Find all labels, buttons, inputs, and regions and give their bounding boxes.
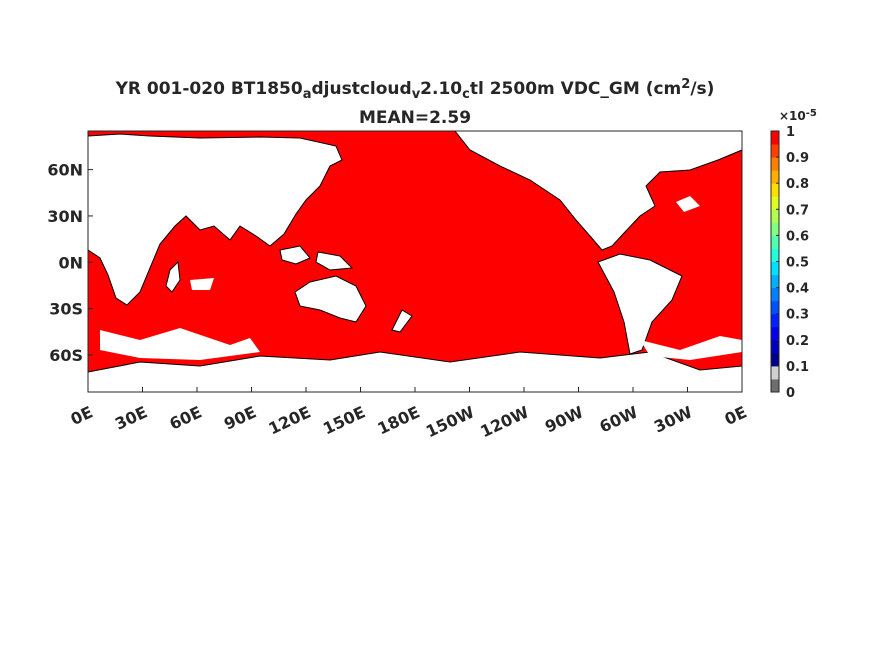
colorbar-bin	[771, 222, 779, 236]
colorbar-tick-label: 0.4	[786, 282, 809, 297]
title-part: 2.10	[420, 79, 462, 99]
colorbar-bin	[771, 248, 779, 262]
colorbar-bin	[771, 131, 779, 145]
x-tick-label: 150E	[320, 402, 368, 438]
title-part: a	[303, 87, 312, 102]
colorbar-bin	[771, 261, 779, 276]
map-layers	[87, 130, 743, 393]
colorbar-bin	[771, 274, 779, 289]
y-tick-label: 60N	[47, 161, 83, 180]
y-tick-label: 60S	[49, 346, 83, 365]
land	[315, 251, 354, 271]
colorbar-bin	[771, 287, 779, 302]
title-part: 2	[681, 77, 690, 92]
land	[87, 133, 343, 306]
title-part: v	[412, 87, 421, 102]
x-tick-label: 0E	[68, 402, 96, 429]
x-tick-label: 120W	[477, 402, 532, 441]
title-part: c	[462, 87, 470, 102]
x-tick-label: 180E	[374, 402, 422, 438]
colorbar-bin	[771, 235, 779, 249]
colorbar-tick-label: 0.7	[786, 203, 809, 218]
x-tick-label: 90W	[542, 402, 587, 436]
colorbar-bin	[771, 326, 779, 341]
colorbar-tick-label: 0.5	[786, 256, 809, 271]
land	[597, 253, 683, 355]
exponent-base: ×10	[779, 109, 806, 123]
y-tick-label: 30N	[47, 207, 83, 226]
y-tick-label: 0N	[58, 253, 83, 272]
x-tick-label: 60E	[167, 402, 205, 433]
title-part: /s)	[690, 79, 714, 99]
sea-ice	[640, 336, 742, 360]
colorbar-bin	[771, 157, 779, 171]
colorbar-tick-label: 0.9	[786, 151, 809, 166]
colorbar-bin	[771, 144, 779, 158]
x-tick-label: 0E	[722, 402, 750, 429]
colorbar-bin	[771, 300, 779, 315]
title-part: tl 2500m VDC_GM (cm	[470, 79, 681, 99]
colorbar-bin	[771, 378, 779, 393]
subtitle: MEAN=2.59	[359, 108, 471, 128]
colorbar-tick-label: 0.3	[786, 308, 809, 323]
colorbar-tick-label: 0.8	[786, 177, 809, 192]
land	[165, 260, 181, 293]
colorbar-bin	[771, 352, 779, 367]
colorbar-bin	[771, 313, 779, 328]
colorbar-tick-label: 1	[786, 125, 795, 140]
colorbar-tick-label: 0	[786, 386, 795, 401]
x-tick-label: 60W	[596, 402, 641, 436]
x-tick-label: 30W	[651, 402, 696, 436]
x-tick-label: 150W	[423, 402, 478, 441]
colorbar-bin	[771, 196, 779, 210]
land	[391, 309, 413, 333]
exponent-power: -5	[806, 108, 817, 119]
sea-ice	[100, 328, 260, 360]
colorbar-tick-label: 0.1	[786, 360, 809, 375]
colorbar-bin	[771, 339, 779, 354]
colorbar-bin	[771, 209, 779, 223]
sea-ice	[676, 196, 700, 212]
title: YR 001-020 BT1850adjustcloudv2.10ctl 250…	[115, 77, 715, 102]
title-part: YR 001-020 BT1850	[115, 79, 303, 99]
colorbar-bin	[771, 365, 779, 380]
x-tick-label: 120E	[265, 402, 313, 438]
x-tick-label: 90E	[221, 402, 259, 433]
land	[453, 130, 743, 251]
colorbar-tick-label: 0.2	[786, 334, 809, 349]
y-tick-label: 30S	[49, 300, 83, 319]
title-part: djustcloud	[311, 79, 411, 99]
colorbar-bin	[771, 170, 779, 184]
colorbar-bin	[771, 183, 779, 197]
land	[294, 275, 367, 323]
sea-ice	[190, 278, 214, 290]
land	[279, 245, 311, 265]
x-tick-label: 30E	[112, 402, 150, 433]
colorbar-tick-label: 0.6	[786, 229, 809, 244]
colorbar-exponent: ×10-5	[779, 108, 817, 124]
